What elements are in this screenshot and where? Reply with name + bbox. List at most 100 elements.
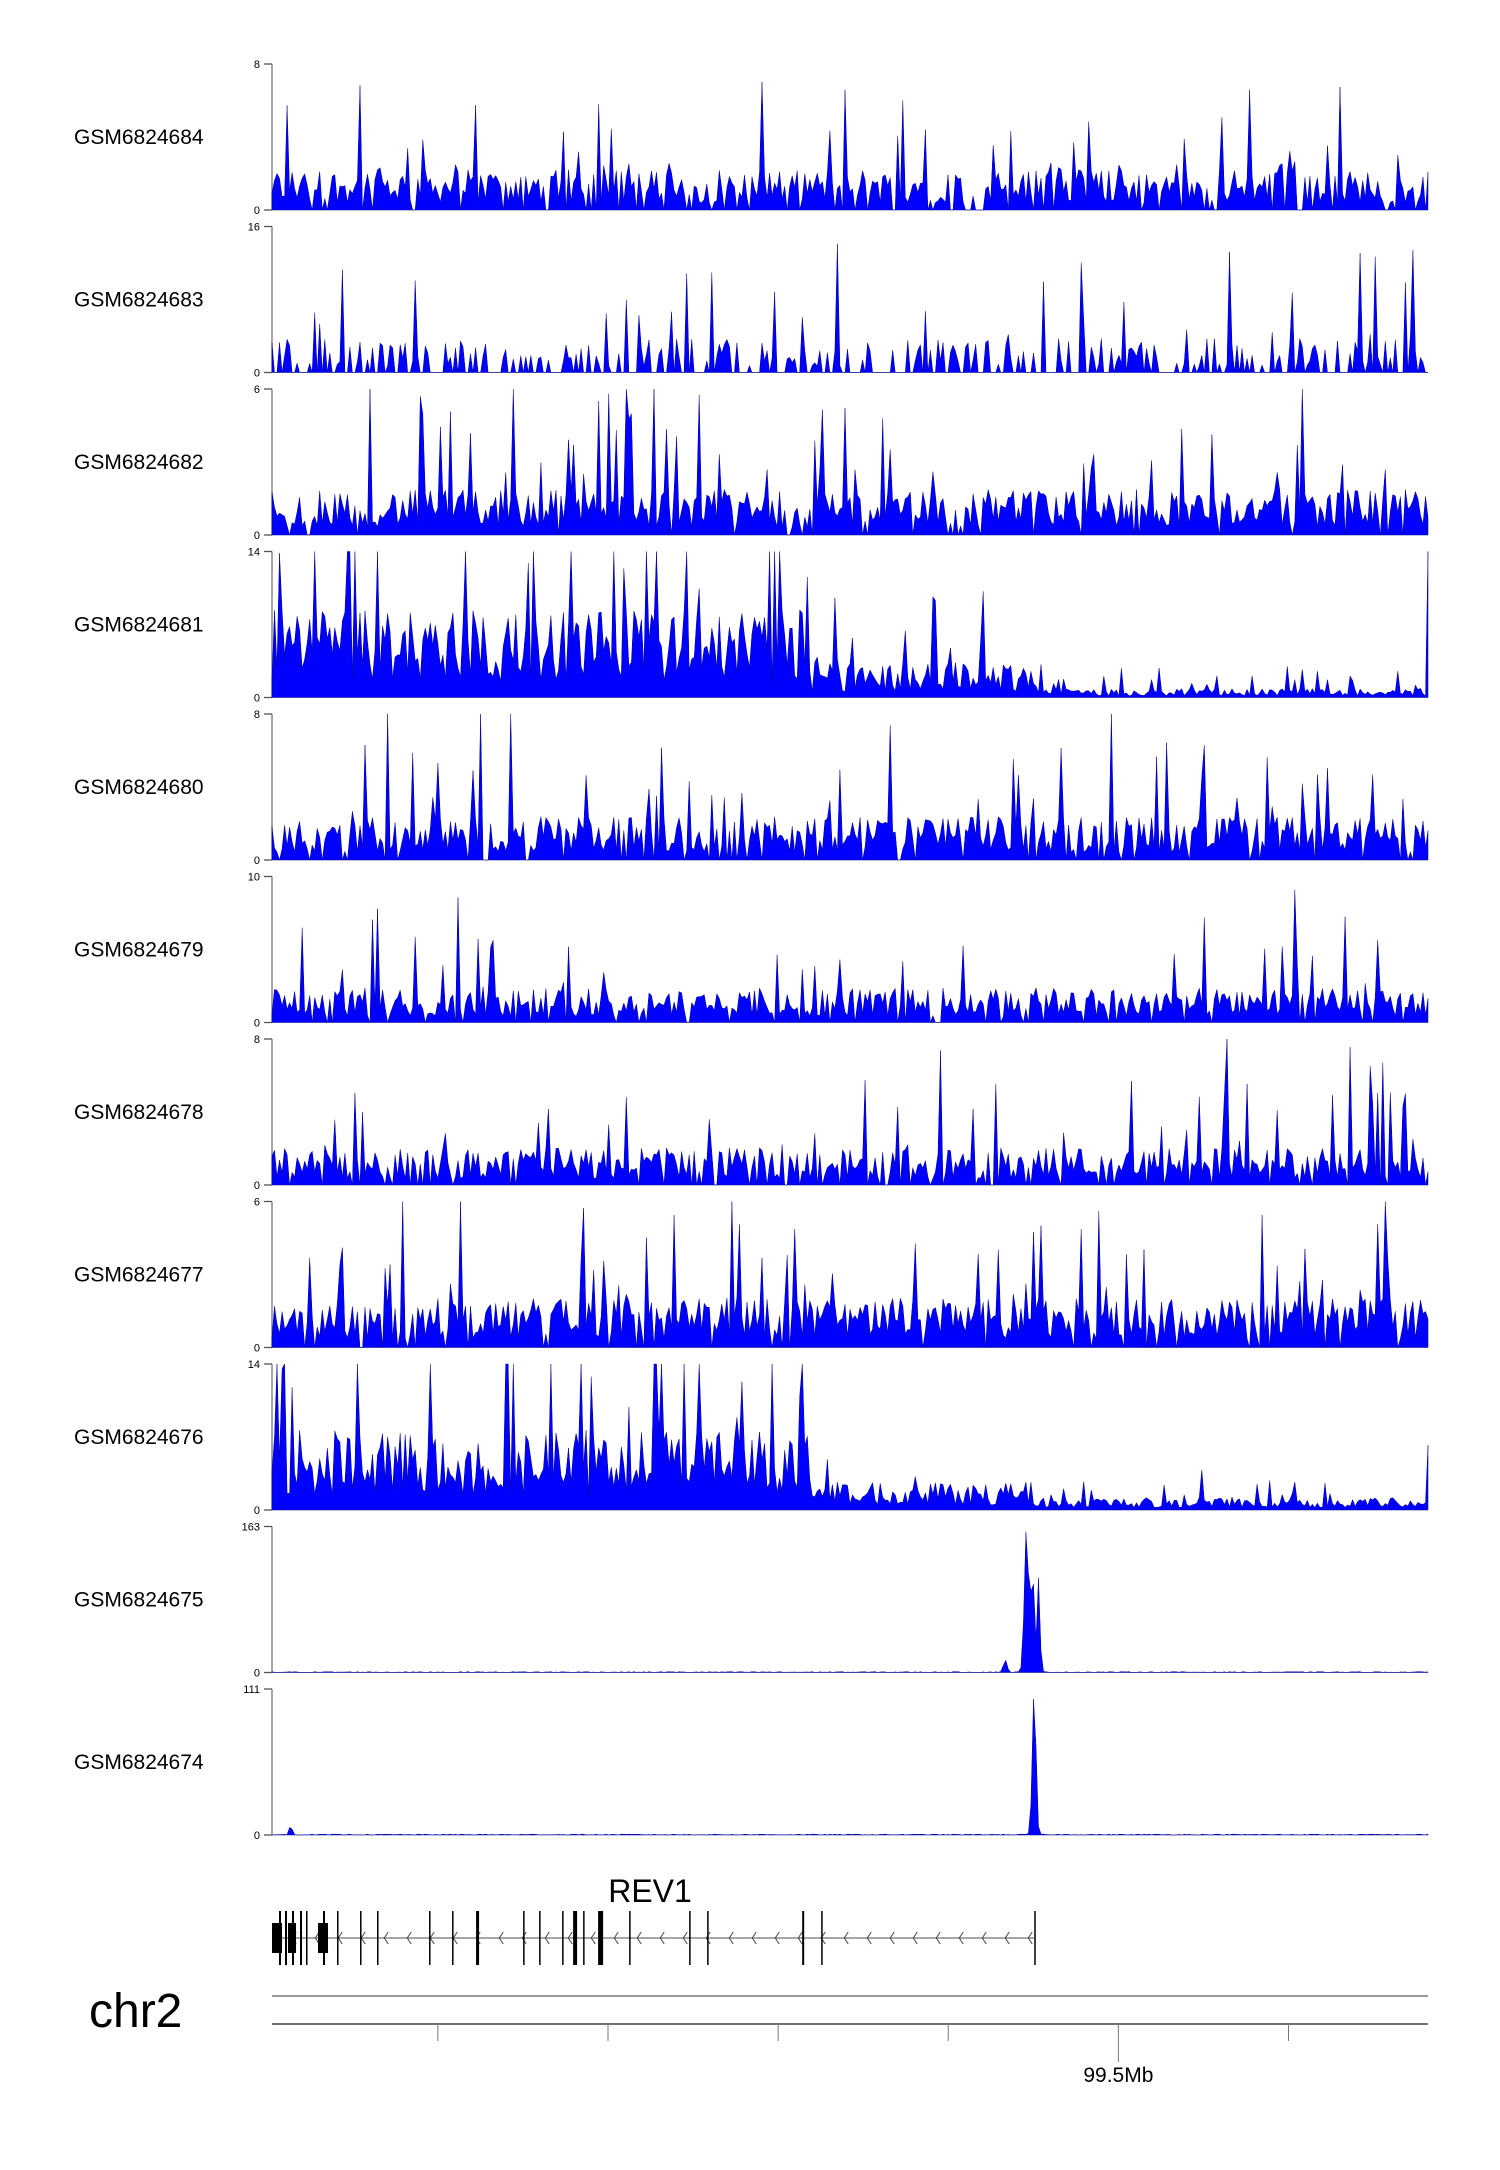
- strand-arrow-icon: [958, 1931, 964, 1945]
- signal-area: [271, 1532, 1429, 1673]
- track-GSM6824683: GSM6824683 16 0: [74, 222, 1428, 380]
- strand-arrow-icon: [314, 1931, 320, 1945]
- strand-arrow-icon: [659, 1931, 665, 1945]
- y-tick-label-max: 14: [248, 547, 260, 559]
- exon: [539, 1911, 541, 1965]
- y-tick-label-zero: 0: [254, 1343, 260, 1355]
- track-GSM6824680: GSM6824680 8 0: [74, 709, 1429, 867]
- signal-area: [271, 1699, 1429, 1836]
- track-label: GSM6824680: [74, 776, 204, 799]
- track-label: GSM6824684: [74, 126, 204, 149]
- track-label: GSM6824682: [74, 451, 204, 474]
- strand-arrow-icon: [682, 1931, 688, 1945]
- exon: [337, 1911, 339, 1965]
- track-GSM6824679: GSM6824679 10 0: [74, 872, 1429, 1030]
- strand-arrow-icon: [590, 1931, 596, 1945]
- signal-area: [271, 1201, 1429, 1348]
- track-GSM6824678: GSM6824678 8 0: [74, 1034, 1429, 1192]
- exon: [377, 1911, 379, 1965]
- y-tick-label-max: 6: [254, 1197, 260, 1209]
- track-label: GSM6824683: [74, 289, 204, 312]
- strand-arrow-icon: [567, 1931, 573, 1945]
- track-GSM6824674: GSM6824674 111 0: [74, 1684, 1429, 1842]
- exon: [523, 1911, 525, 1965]
- exon: [285, 1911, 288, 1965]
- track-label: GSM6824674: [74, 1751, 204, 1774]
- exon: [429, 1911, 431, 1965]
- y-tick-label-zero: 0: [254, 205, 260, 217]
- strand-arrow-icon: [521, 1931, 527, 1945]
- strand-arrow-icon: [912, 1931, 918, 1945]
- signal-area: [271, 1038, 1429, 1186]
- strand-arrow-icon: [705, 1931, 711, 1945]
- y-tick-label-zero: 0: [254, 1180, 260, 1192]
- exon-block: [272, 1923, 283, 1953]
- strand-arrow-icon: [383, 1931, 389, 1945]
- exon: [629, 1911, 631, 1965]
- signal-area: [271, 243, 1428, 374]
- strand-arrow-icon: [544, 1931, 550, 1945]
- strand-arrow-icon: [406, 1931, 412, 1945]
- track-label: GSM6824681: [74, 614, 204, 637]
- signal-area: [271, 81, 1429, 211]
- y-tick-label-zero: 0: [254, 1668, 260, 1680]
- track-label: GSM6824676: [74, 1426, 204, 1449]
- strand-arrow-icon: [981, 1931, 987, 1945]
- y-tick-label-zero: 0: [254, 368, 260, 380]
- strand-arrow-icon: [728, 1931, 734, 1945]
- y-tick-label-max: 8: [254, 709, 260, 721]
- y-tick-label-max: 8: [254, 59, 260, 71]
- track-GSM6824681: GSM6824681 14 0: [74, 547, 1429, 705]
- strand-arrow-icon: [843, 1931, 849, 1945]
- exon: [583, 1911, 585, 1965]
- strand-arrow-icon: [797, 1931, 803, 1945]
- y-tick-label-max: 111: [243, 1684, 260, 1696]
- exon: [279, 1911, 281, 1965]
- exon: [452, 1911, 454, 1965]
- signal-area: [271, 889, 1429, 1024]
- track-label: GSM6824677: [74, 1264, 204, 1287]
- exon: [323, 1911, 326, 1965]
- signal-area: [271, 551, 1429, 698]
- exon: [292, 1911, 295, 1965]
- exon: [821, 1911, 823, 1965]
- exon: [573, 1911, 578, 1965]
- exon: [562, 1911, 564, 1965]
- exon: [598, 1911, 604, 1965]
- track-GSM6824676: GSM6824676 14 0: [74, 1359, 1429, 1517]
- track-label: GSM6824675: [74, 1589, 204, 1612]
- strand-arrow-icon: [774, 1931, 780, 1945]
- strand-arrow-icon: [751, 1931, 757, 1945]
- genome-axis: chr2 99.5Mb: [89, 1985, 1428, 2087]
- signal-area: [271, 713, 1429, 861]
- strand-arrow-icon: [1027, 1931, 1033, 1945]
- chromosome-label: chr2: [89, 1985, 182, 2038]
- x-tick-label: 99.5Mb: [1083, 2064, 1153, 2087]
- y-tick-label-zero: 0: [254, 1830, 260, 1842]
- signal-area: [271, 1363, 1429, 1511]
- exon: [476, 1911, 480, 1965]
- strand-arrow-icon: [935, 1931, 941, 1945]
- exon: [1034, 1911, 1036, 1965]
- y-tick-label-max: 6: [254, 384, 260, 396]
- strand-arrow-icon: [1004, 1931, 1010, 1945]
- y-tick-label-max: 163: [242, 1522, 260, 1534]
- track-label: GSM6824679: [74, 939, 204, 962]
- gene-track: REV1: [272, 1873, 1036, 1965]
- y-tick-label-max: 8: [254, 1034, 260, 1046]
- y-tick-label-zero: 0: [254, 1018, 260, 1030]
- gene-label: REV1: [608, 1873, 692, 1909]
- y-tick-label-zero: 0: [254, 530, 260, 542]
- y-tick-label-max: 10: [248, 872, 260, 884]
- exon: [707, 1911, 709, 1965]
- strand-arrow-icon: [889, 1931, 895, 1945]
- track-GSM6824684: GSM6824684 8 0: [74, 59, 1429, 217]
- signal-area: [271, 388, 1429, 536]
- exon: [802, 1911, 805, 1965]
- signal-tracks: GSM682468480GSM6824683160GSM682468260GSM…: [74, 59, 1429, 1842]
- y-tick-label-zero: 0: [254, 1505, 260, 1517]
- track-GSM6824682: GSM6824682 6 0: [74, 384, 1429, 542]
- track-GSM6824677: GSM6824677 6 0: [74, 1197, 1429, 1355]
- strand-arrow-icon: [498, 1931, 504, 1945]
